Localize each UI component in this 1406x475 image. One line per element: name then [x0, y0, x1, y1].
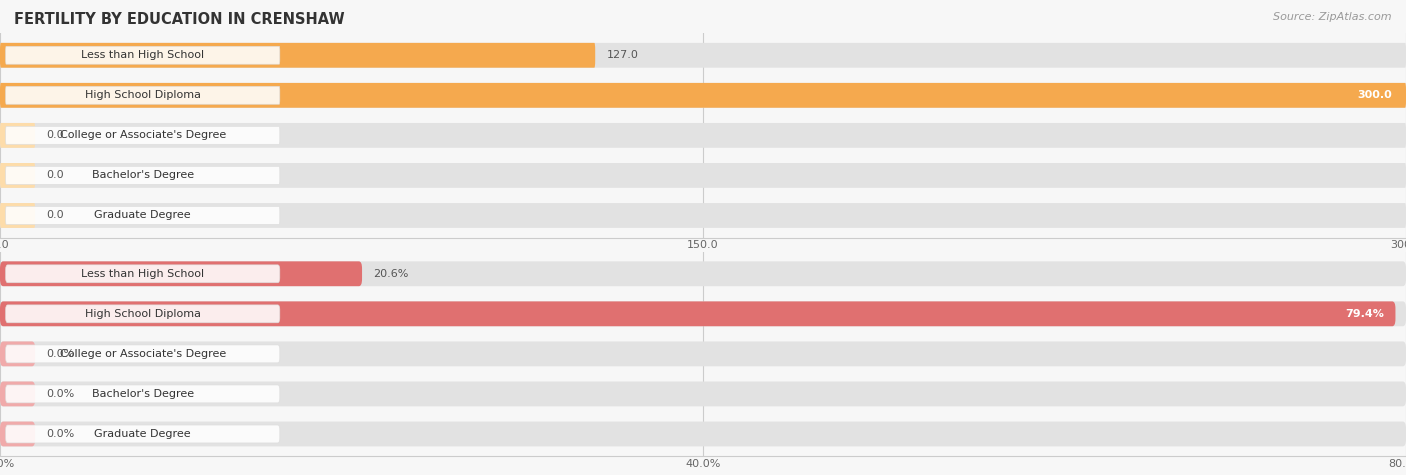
FancyBboxPatch shape [0, 163, 1406, 188]
FancyBboxPatch shape [0, 342, 1406, 366]
Text: Graduate Degree: Graduate Degree [94, 210, 191, 220]
FancyBboxPatch shape [0, 43, 595, 68]
FancyBboxPatch shape [0, 261, 1406, 286]
FancyBboxPatch shape [0, 43, 1406, 68]
FancyBboxPatch shape [0, 302, 1396, 326]
FancyBboxPatch shape [6, 425, 280, 443]
FancyBboxPatch shape [6, 126, 280, 144]
Text: Less than High School: Less than High School [82, 50, 204, 60]
FancyBboxPatch shape [0, 123, 35, 148]
Text: Less than High School: Less than High School [82, 269, 204, 279]
FancyBboxPatch shape [0, 163, 35, 188]
Text: High School Diploma: High School Diploma [84, 309, 201, 319]
FancyBboxPatch shape [0, 123, 1406, 148]
FancyBboxPatch shape [0, 83, 1406, 108]
FancyBboxPatch shape [6, 385, 280, 403]
FancyBboxPatch shape [0, 203, 35, 228]
Text: 0.0: 0.0 [46, 130, 65, 141]
Text: 300.0: 300.0 [1357, 90, 1392, 100]
Text: 0.0%: 0.0% [46, 389, 75, 399]
FancyBboxPatch shape [0, 342, 35, 366]
FancyBboxPatch shape [0, 261, 363, 286]
FancyBboxPatch shape [6, 207, 280, 224]
Text: College or Associate's Degree: College or Associate's Degree [59, 349, 226, 359]
FancyBboxPatch shape [0, 381, 1406, 406]
FancyBboxPatch shape [0, 381, 35, 406]
FancyBboxPatch shape [0, 302, 1406, 326]
FancyBboxPatch shape [6, 265, 280, 283]
FancyBboxPatch shape [6, 86, 280, 104]
Text: College or Associate's Degree: College or Associate's Degree [59, 130, 226, 141]
FancyBboxPatch shape [0, 83, 1406, 108]
FancyBboxPatch shape [0, 203, 1406, 228]
Text: 0.0: 0.0 [46, 210, 65, 220]
FancyBboxPatch shape [6, 166, 280, 184]
Text: 20.6%: 20.6% [374, 269, 409, 279]
FancyBboxPatch shape [6, 47, 280, 64]
Text: Source: ZipAtlas.com: Source: ZipAtlas.com [1274, 12, 1392, 22]
Text: Bachelor's Degree: Bachelor's Degree [91, 171, 194, 180]
FancyBboxPatch shape [6, 345, 280, 363]
Text: 127.0: 127.0 [606, 50, 638, 60]
Text: 79.4%: 79.4% [1346, 309, 1385, 319]
Text: FERTILITY BY EDUCATION IN CRENSHAW: FERTILITY BY EDUCATION IN CRENSHAW [14, 12, 344, 27]
Text: Graduate Degree: Graduate Degree [94, 429, 191, 439]
Text: Bachelor's Degree: Bachelor's Degree [91, 389, 194, 399]
Text: 0.0%: 0.0% [46, 429, 75, 439]
FancyBboxPatch shape [6, 305, 280, 323]
FancyBboxPatch shape [0, 421, 35, 446]
Text: High School Diploma: High School Diploma [84, 90, 201, 100]
Text: 0.0%: 0.0% [46, 349, 75, 359]
Text: 0.0: 0.0 [46, 171, 65, 180]
FancyBboxPatch shape [0, 421, 1406, 446]
